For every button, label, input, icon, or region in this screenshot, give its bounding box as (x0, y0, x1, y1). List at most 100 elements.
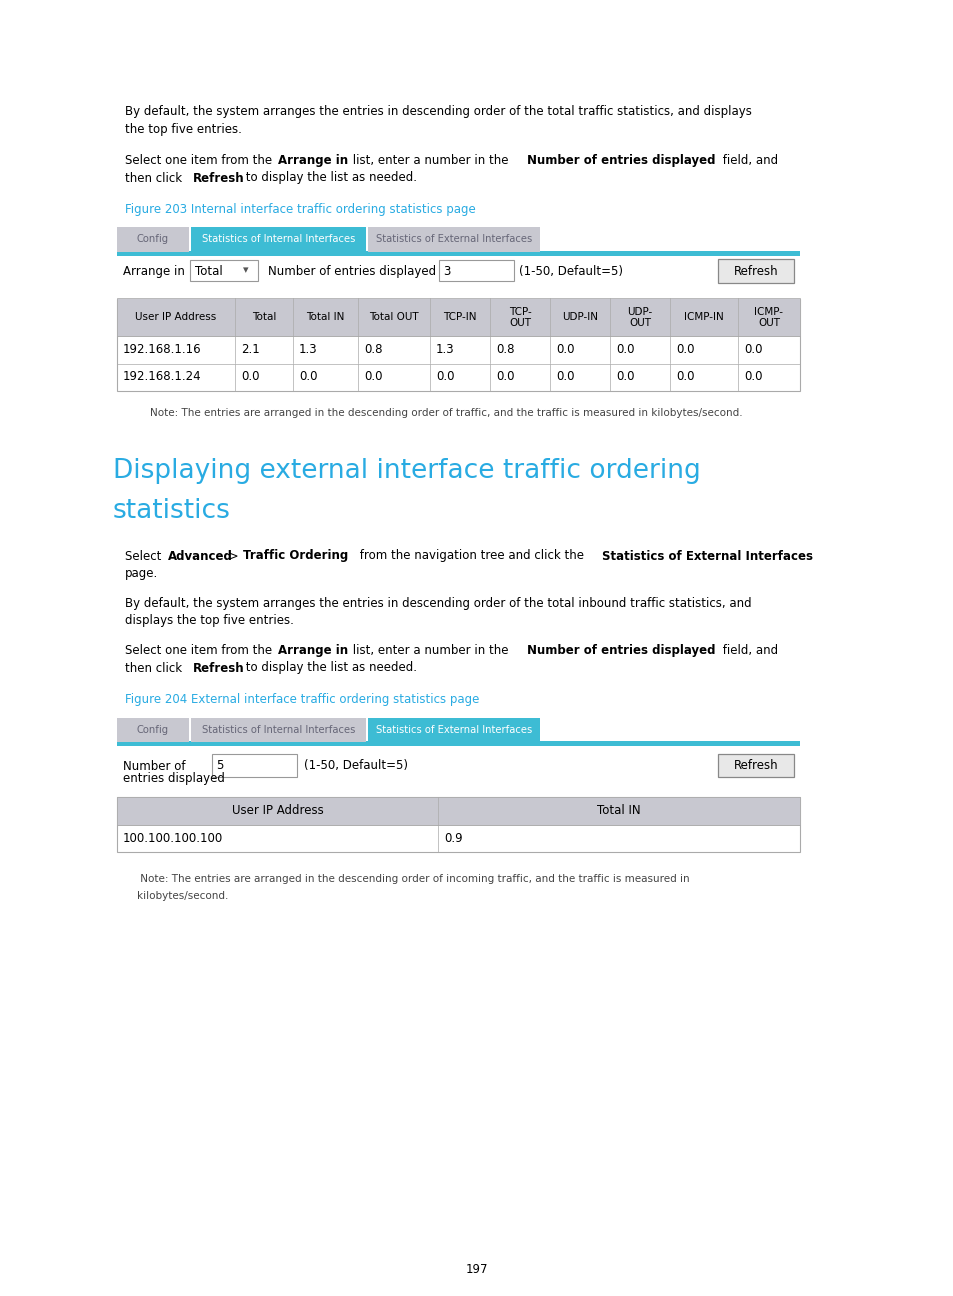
Text: Statistics of External Interfaces: Statistics of External Interfaces (375, 724, 532, 735)
Text: 0.0: 0.0 (743, 371, 761, 384)
Text: 5: 5 (215, 759, 223, 772)
Text: Arrange in: Arrange in (123, 264, 185, 279)
Text: 1.3: 1.3 (298, 343, 317, 356)
Bar (117, 741, 800, 746)
Text: 0.0: 0.0 (743, 343, 761, 356)
Text: UDP-IN: UDP-IN (561, 312, 598, 323)
Text: 0.0: 0.0 (616, 371, 634, 384)
Text: Total: Total (252, 312, 276, 323)
Text: 0.0: 0.0 (556, 343, 574, 356)
Bar (438, 260, 514, 281)
Text: 0.0: 0.0 (241, 371, 259, 384)
Text: Select: Select (125, 550, 165, 562)
Text: from the navigation tree and click the: from the navigation tree and click the (356, 550, 587, 562)
Text: Config: Config (137, 724, 169, 735)
Text: Refresh: Refresh (193, 661, 244, 674)
Text: 0.0: 0.0 (436, 371, 454, 384)
Text: By default, the system arranges the entries in descending order of the total tra: By default, the system arranges the entr… (125, 105, 751, 118)
Text: the top five entries.: the top five entries. (125, 123, 242, 136)
Text: Total IN: Total IN (597, 804, 640, 816)
Text: 0.9: 0.9 (443, 832, 462, 845)
Text: 0.8: 0.8 (364, 343, 382, 356)
Bar (117, 251, 800, 257)
Text: Statistics of Internal Interfaces: Statistics of Internal Interfaces (202, 235, 355, 245)
Text: 192.168.1.24: 192.168.1.24 (123, 371, 201, 384)
Text: Number of entries displayed: Number of entries displayed (268, 264, 436, 279)
Text: >: > (224, 550, 242, 562)
Text: 1.3: 1.3 (436, 343, 455, 356)
Text: 2.1: 2.1 (241, 343, 259, 356)
Bar (718, 259, 793, 283)
Text: 0.0: 0.0 (298, 371, 317, 384)
Text: Arrange in: Arrange in (278, 154, 348, 167)
Text: then click: then click (125, 661, 186, 674)
Text: TCP-IN: TCP-IN (443, 312, 476, 323)
Text: Config: Config (137, 235, 169, 245)
Bar (117, 228, 189, 251)
Text: 0.0: 0.0 (364, 371, 382, 384)
Text: Total OUT: Total OUT (369, 312, 418, 323)
Text: Arrange in: Arrange in (278, 644, 348, 657)
Text: User IP Address: User IP Address (135, 312, 216, 323)
Text: ICMP-
OUT: ICMP- OUT (754, 307, 782, 328)
Bar (212, 754, 296, 776)
Bar (117, 298, 800, 390)
Text: page.: page. (125, 568, 158, 581)
Text: 197: 197 (465, 1264, 488, 1277)
Text: field, and: field, and (718, 154, 777, 167)
Bar (117, 797, 800, 851)
Text: Select one item from the: Select one item from the (125, 644, 275, 657)
Text: Advanced: Advanced (168, 550, 233, 562)
Text: Refresh: Refresh (733, 759, 778, 772)
Bar (191, 228, 366, 251)
Text: 0.0: 0.0 (676, 343, 694, 356)
Bar (190, 260, 257, 281)
Text: Statistics of External Interfaces: Statistics of External Interfaces (375, 235, 532, 245)
Bar (718, 753, 793, 778)
Text: list, enter a number in the: list, enter a number in the (349, 644, 512, 657)
Text: Refresh: Refresh (733, 264, 778, 279)
Text: Select one item from the: Select one item from the (125, 154, 275, 167)
Text: TCP-
OUT: TCP- OUT (508, 307, 531, 328)
Bar (117, 298, 800, 337)
Text: Refresh: Refresh (193, 171, 244, 184)
Text: Note: The entries are arranged in the descending order of traffic, and the traff: Note: The entries are arranged in the de… (150, 408, 741, 419)
Text: Number of entries displayed: Number of entries displayed (527, 154, 715, 167)
Text: entries displayed: entries displayed (123, 771, 225, 784)
Bar (368, 228, 539, 251)
Text: 0.0: 0.0 (496, 371, 514, 384)
Text: ▾: ▾ (243, 266, 249, 276)
Bar (191, 718, 366, 741)
Text: Statistics of External Interfaces: Statistics of External Interfaces (601, 550, 812, 562)
Text: Statistics of Internal Interfaces: Statistics of Internal Interfaces (202, 724, 355, 735)
Bar (117, 797, 800, 824)
Text: list, enter a number in the: list, enter a number in the (349, 154, 512, 167)
Text: displays the top five entries.: displays the top five entries. (125, 614, 294, 627)
Text: 192.168.1.16: 192.168.1.16 (123, 343, 201, 356)
Text: field, and: field, and (718, 644, 777, 657)
Text: to display the list as needed.: to display the list as needed. (242, 171, 416, 184)
Text: 0.8: 0.8 (496, 343, 514, 356)
Text: UDP-
OUT: UDP- OUT (627, 307, 652, 328)
Text: to display the list as needed.: to display the list as needed. (242, 661, 416, 674)
Text: statistics: statistics (112, 498, 231, 524)
Text: Displaying external interface traffic ordering: Displaying external interface traffic or… (112, 457, 700, 483)
Bar (368, 718, 539, 741)
Text: kilobytes/second.: kilobytes/second. (137, 892, 228, 901)
Text: Number of entries displayed: Number of entries displayed (527, 644, 715, 657)
Text: User IP Address: User IP Address (232, 804, 323, 816)
Bar (117, 718, 189, 741)
Text: 100.100.100.100: 100.100.100.100 (123, 832, 223, 845)
Text: 0.0: 0.0 (556, 371, 574, 384)
Text: (1-50, Default=5): (1-50, Default=5) (518, 264, 622, 279)
Text: Total: Total (194, 264, 222, 279)
Text: ICMP-IN: ICMP-IN (683, 312, 723, 323)
Text: then click: then click (125, 171, 186, 184)
Text: Total IN: Total IN (306, 312, 344, 323)
Text: 0.0: 0.0 (676, 371, 694, 384)
Text: By default, the system arranges the entries in descending order of the total inb: By default, the system arranges the entr… (125, 596, 751, 609)
Text: (1-50, Default=5): (1-50, Default=5) (304, 759, 408, 772)
Text: Traffic Ordering: Traffic Ordering (243, 550, 348, 562)
Text: Figure 203 Internal interface traffic ordering statistics page: Figure 203 Internal interface traffic or… (125, 203, 476, 216)
Text: Figure 204 External interface traffic ordering statistics page: Figure 204 External interface traffic or… (125, 693, 478, 706)
